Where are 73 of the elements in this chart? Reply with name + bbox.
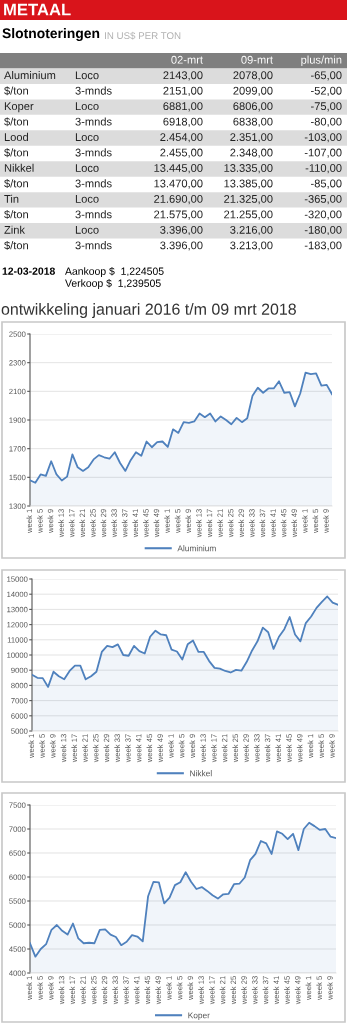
legend-label: Koper [188,1012,210,1020]
text: 2151,00 [163,86,203,96]
text: $/ton [4,86,28,96]
text: Slotnoteringen [2,27,100,41]
text: Loco [75,133,99,142]
text: -180,00 [304,225,342,236]
text: Loco [75,102,99,111]
text: 3.213,00 [230,241,273,251]
text: -183,00 [304,241,342,251]
text: 3.396,00 [160,241,203,251]
text: 21.575,00 [154,210,203,220]
text: 13.445,00 [154,164,203,174]
legend-label: Nikkel [190,770,212,777]
text: 2099,00 [233,86,273,96]
text: Loco [75,226,99,234]
text: 13.470,00 [154,179,203,189]
text: METAAL [4,3,71,16]
category-label: plus/min [301,55,342,66]
text: Zink [4,225,26,234]
text: 3.216,00 [230,225,273,236]
text: 21.255,00 [224,210,273,220]
text: $/ton [4,117,28,127]
text: 2143,00 [163,71,203,81]
text: 12-03-2018 [2,267,55,275]
text: -52,00 [310,86,342,96]
text: 3-mnds [75,179,112,188]
text: -75,00 [310,102,342,112]
text: $/ton [4,240,28,250]
text: $/ton [4,179,28,189]
text: 2.454,00 [160,133,203,143]
chart-title: ontwikkeling januari 2016 t/m 09 mrt 2018 [1,303,296,318]
text: Koper [4,102,34,113]
text: 2078,00 [233,71,273,81]
text: -110,00 [305,164,342,174]
text: 6918,00 [163,117,203,127]
text: Lood [4,132,28,142]
text: -85,00 [310,179,342,189]
text: 2.351,00 [230,133,273,143]
text: 3-mnds [75,117,112,126]
text: Loco [75,71,99,80]
text: 3-mnds [75,210,112,219]
text: -107,00 [304,148,342,158]
text: 3.396,00 [160,225,203,236]
text: 3-mnds [75,148,112,157]
text: 21.690,00 [154,195,203,205]
text: 21.325,00 [224,195,273,205]
text: Aluminium [4,71,56,80]
text: 3-mnds [75,86,112,95]
text: 13.385,00 [224,179,273,189]
legend-label: Aluminium [177,545,216,552]
text: $/ton [4,148,28,158]
text: -80,00 [310,117,342,127]
text: 6838,00 [233,117,273,127]
text: Verkoop $ 1,239505 [65,279,161,289]
text: 6806,00 [233,102,273,112]
text: 3-mnds [75,241,112,250]
text: 2.455,00 [160,148,203,158]
category-label: 09-mrt [241,55,273,64]
category-label: 02-mrt [171,55,203,64]
text: -320,00 [304,210,342,220]
text: 2.348,00 [230,148,273,158]
text: 13.335,00 [224,164,273,174]
text: Loco [75,195,99,203]
text: -365,00 [304,195,342,205]
text: Nikkel [4,163,34,172]
text: -103,00 [304,133,342,143]
text: 6881,00 [163,102,203,112]
text: Aankoop $ 1,224505 [65,267,164,277]
text: $/ton [4,209,28,219]
text: IN US$ PER TON [105,31,181,40]
text: -65,00 [310,71,342,81]
text: Tin [4,194,19,203]
text: Loco [75,164,99,172]
